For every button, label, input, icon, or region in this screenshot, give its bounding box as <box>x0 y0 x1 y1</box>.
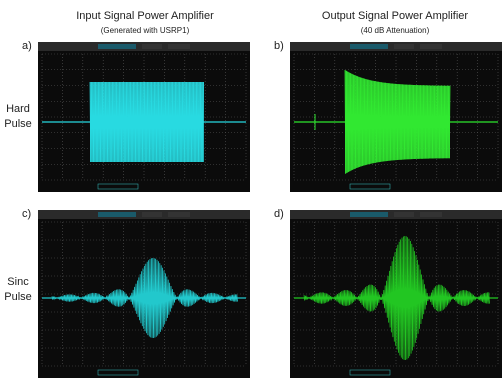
row-label-text: Hard Pulse <box>4 103 32 130</box>
column-subtitle: (Generated with USRP1) <box>20 26 270 35</box>
scope-screen <box>38 42 250 192</box>
status-box <box>168 44 190 49</box>
status-box <box>420 44 442 49</box>
status-box <box>420 212 442 217</box>
waveform-envelope <box>90 82 204 162</box>
status-box <box>350 44 388 49</box>
status-box <box>350 212 388 217</box>
footer-box <box>98 370 138 375</box>
status-box <box>142 44 162 49</box>
figure: Input Signal Power Amplifier (Generated … <box>0 0 502 380</box>
panel-tag: b) <box>274 40 284 52</box>
row-label: Sinc Pulse <box>0 275 36 305</box>
status-box <box>168 212 190 217</box>
footer-box <box>350 370 390 375</box>
footer-box <box>350 184 390 189</box>
panel-tag: a) <box>22 40 32 52</box>
column-subtitle: (40 dB Attenuation) <box>270 26 502 35</box>
status-box <box>394 212 414 217</box>
row-label: Hard Pulse <box>0 102 36 132</box>
panel-tag: d) <box>274 208 284 220</box>
status-box <box>142 212 162 217</box>
scope-screen <box>290 42 502 192</box>
waveform <box>52 258 238 338</box>
waveform <box>304 236 490 360</box>
status-box <box>98 44 136 49</box>
column-title: Output Signal Power Amplifier <box>270 10 502 22</box>
status-box <box>98 212 136 217</box>
scope-screen <box>290 210 502 378</box>
waveform-envelope <box>345 70 450 174</box>
column-title: Input Signal Power Amplifier <box>20 10 270 22</box>
row-label-text: Sinc Pulse <box>4 276 32 303</box>
footer-box <box>98 184 138 189</box>
panel-tag: c) <box>22 208 31 220</box>
scope-screen <box>38 210 250 378</box>
status-box <box>394 44 414 49</box>
